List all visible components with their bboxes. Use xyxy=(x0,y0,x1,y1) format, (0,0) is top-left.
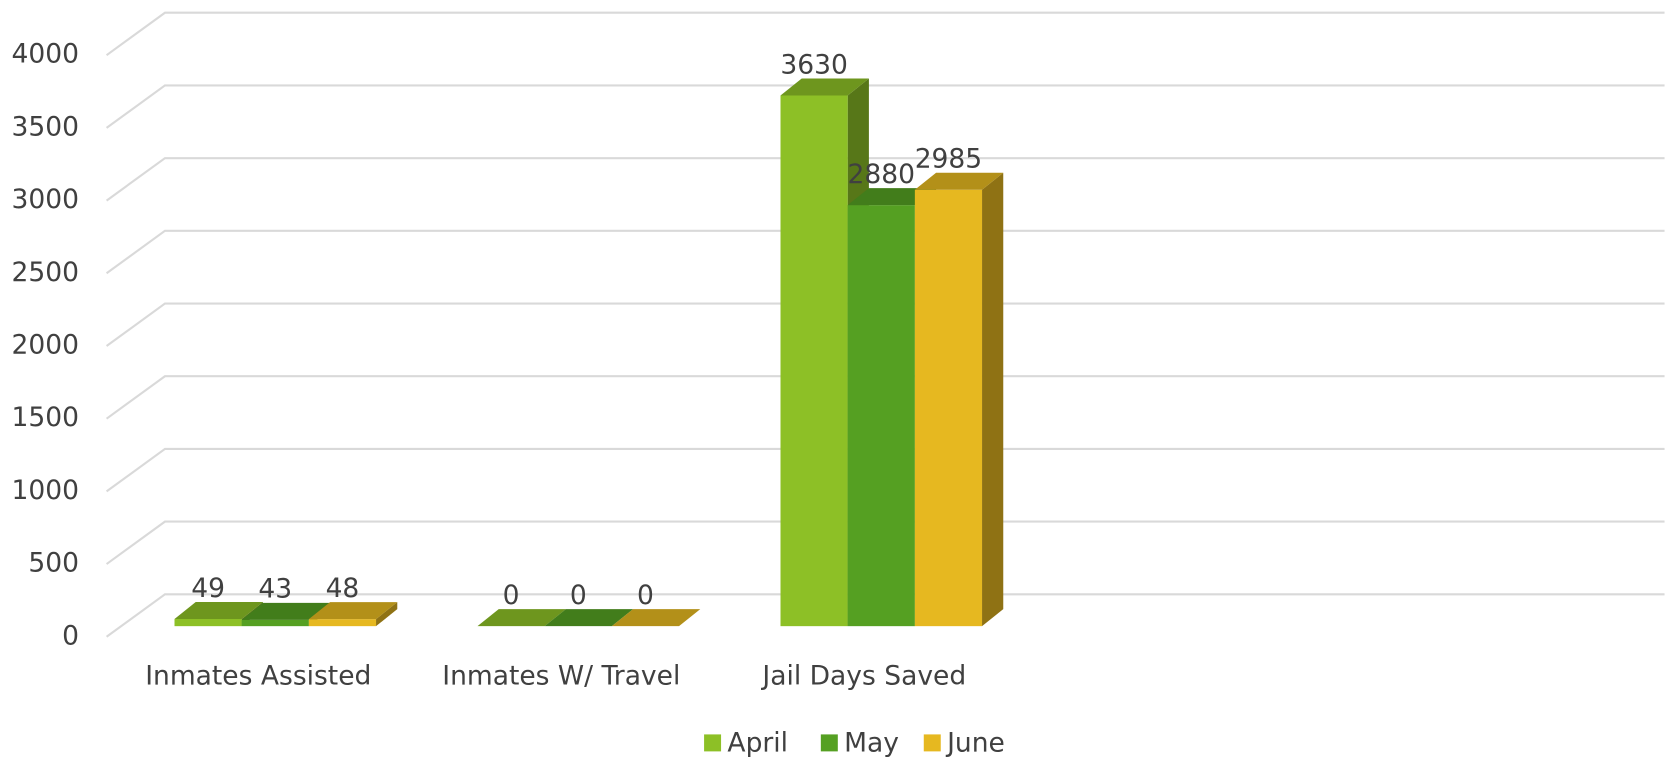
bar-side xyxy=(376,602,398,627)
y-tick-label: 0 xyxy=(62,620,79,651)
bar-top xyxy=(174,602,263,619)
data-label: 3630 xyxy=(780,49,847,80)
data-label: 0 xyxy=(637,580,654,611)
data-label: 43 xyxy=(258,574,292,605)
bar-top xyxy=(914,172,1004,190)
bar xyxy=(241,619,309,627)
y-tick-label: 4000 xyxy=(12,39,79,70)
legend-swatch xyxy=(923,734,941,752)
data-label: 2880 xyxy=(848,159,915,190)
bar-top xyxy=(241,602,331,620)
y-tick-label: 3000 xyxy=(12,184,79,215)
y-tick-label: 2000 xyxy=(12,329,79,360)
grid-line xyxy=(105,520,1665,565)
bar xyxy=(308,619,377,627)
bar-top xyxy=(477,609,566,627)
y-tick-label: 1500 xyxy=(12,402,79,433)
data-label: 0 xyxy=(503,580,520,611)
bar-top xyxy=(611,609,701,627)
legend-swatch xyxy=(704,734,722,752)
grid-line xyxy=(105,447,1665,493)
bar-top xyxy=(544,609,634,627)
x-tick-label: Inmates Assisted xyxy=(145,661,371,692)
x-tick-label: Jail Days Saved xyxy=(760,661,966,692)
bar-top xyxy=(780,78,869,96)
legend-label: April xyxy=(727,727,788,758)
bar-top xyxy=(847,188,937,206)
grid-line xyxy=(105,84,1665,129)
grid-line xyxy=(105,375,1665,420)
y-tick-label: 1000 xyxy=(12,475,79,506)
bar xyxy=(780,95,848,627)
legend-label: June xyxy=(945,727,1005,758)
y-tick-label: 500 xyxy=(28,548,79,579)
bar-side xyxy=(982,172,1004,627)
grid-line xyxy=(105,302,1665,347)
grid-line xyxy=(105,229,1665,275)
data-label: 0 xyxy=(570,580,587,611)
data-label: 2985 xyxy=(915,144,982,175)
legend-label: May xyxy=(844,727,899,758)
grid-line xyxy=(105,593,1665,638)
bar xyxy=(174,618,242,627)
x-tick-label: Inmates W/ Travel xyxy=(442,661,680,692)
y-tick-label: 2500 xyxy=(12,257,79,288)
bar xyxy=(914,189,983,627)
bar-top xyxy=(308,602,398,620)
bar xyxy=(847,205,915,627)
y-tick-label: 3500 xyxy=(12,111,79,142)
data-label: 49 xyxy=(191,573,225,604)
grid-line xyxy=(105,11,1665,57)
grid-line xyxy=(105,157,1665,202)
legend-swatch xyxy=(820,734,838,752)
data-label: 48 xyxy=(326,573,360,604)
